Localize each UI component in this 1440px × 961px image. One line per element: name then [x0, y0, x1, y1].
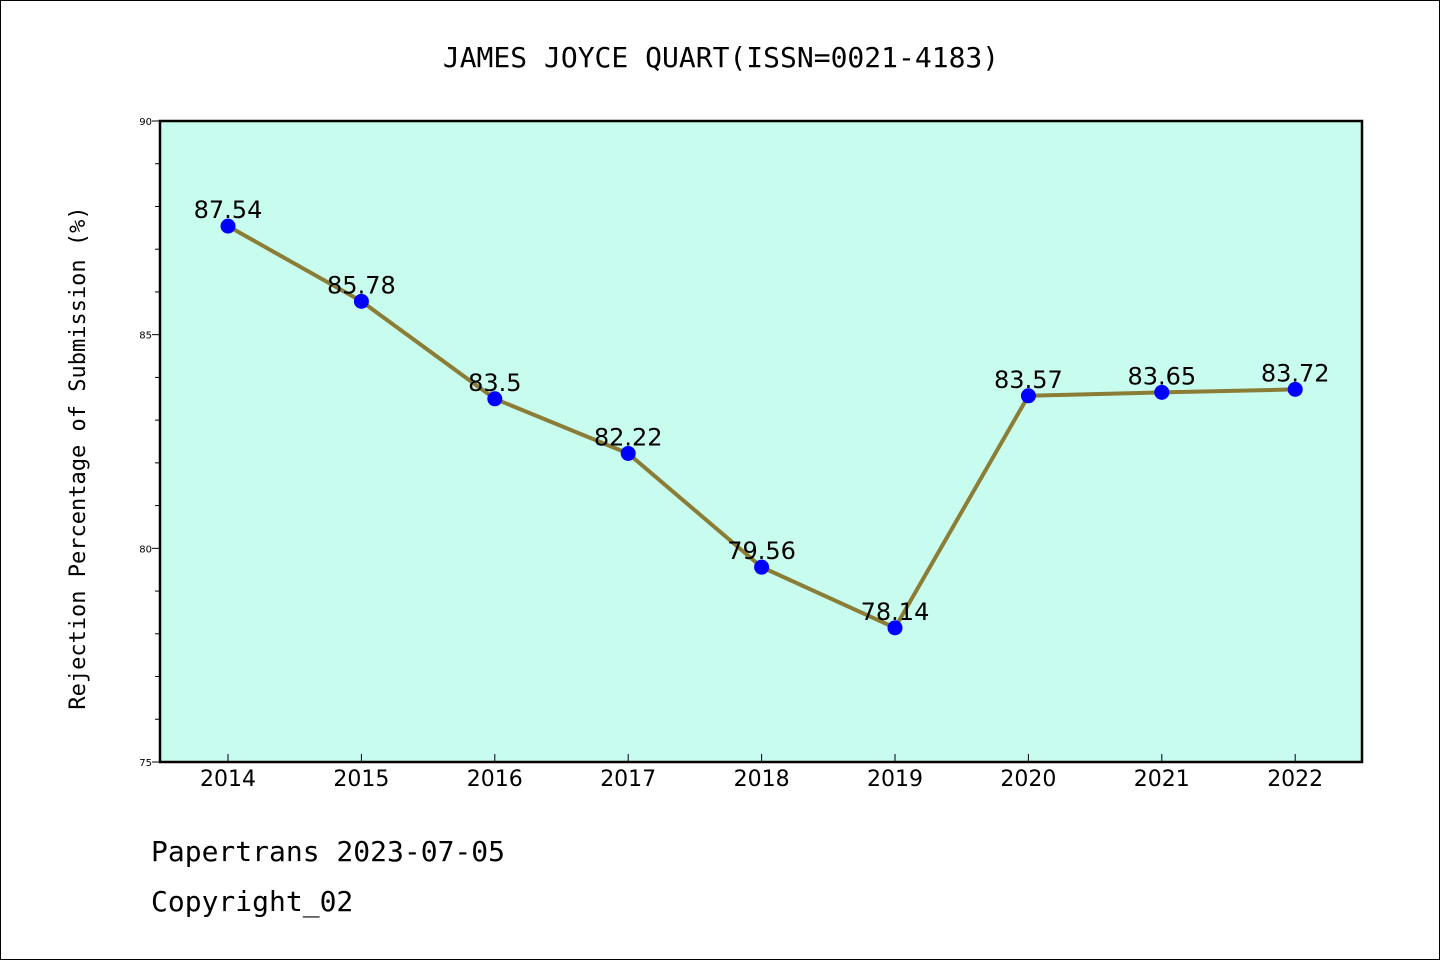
data-label: 82.22 — [594, 423, 663, 451]
x-tick-label: 2020 — [1000, 767, 1056, 792]
x-tick-label: 2018 — [734, 767, 790, 792]
y-tick-label: 80 — [139, 544, 152, 555]
data-label: 79.56 — [727, 537, 796, 565]
x-tick-label: 2015 — [333, 767, 389, 792]
y-axis: 75 80 85 90 — [139, 117, 160, 769]
x-tick-label: 2022 — [1267, 767, 1323, 792]
y-tick-label: 90 — [139, 117, 152, 128]
data-point — [220, 218, 236, 234]
data-label: 83.57 — [994, 366, 1063, 394]
y-tick-label: 75 — [139, 758, 152, 769]
data-point — [353, 293, 369, 309]
data-point — [620, 445, 636, 461]
x-tick-label: 2017 — [600, 767, 656, 792]
data-point — [1020, 388, 1036, 404]
data-label: 85.78 — [327, 271, 396, 299]
data-point — [754, 559, 770, 575]
y-tick-label: 85 — [139, 331, 152, 342]
data-point — [487, 391, 503, 407]
x-tick-label: 2021 — [1134, 767, 1190, 792]
data-label: 83.72 — [1261, 359, 1330, 387]
data-label: 83.65 — [1127, 362, 1196, 390]
footer-date-line: Papertrans 2023-07-05 — [151, 835, 506, 868]
data-point — [1154, 384, 1170, 400]
data-label: 87.54 — [194, 196, 263, 224]
data-label: 78.14 — [861, 598, 930, 626]
footer-copyright: Copyright_02 — [151, 885, 354, 918]
data-point — [887, 620, 903, 636]
x-tick-label: 2014 — [200, 767, 256, 792]
series-rejection — [220, 218, 1303, 636]
plot-area — [158, 119, 1364, 764]
data-labels: 87.54 85.78 83.5 82.22 79.56 78.14 83.57 83.65 8… — [194, 196, 1330, 626]
x-axis: 2014 2015 2016 2017 2018 2019 2020 2021 2022 — [200, 754, 1323, 792]
chart-title: JAMES JOYCE QUART(ISSN=0021-4183) — [443, 41, 999, 74]
x-tick-label: 2016 — [467, 767, 523, 792]
data-label: 83.5 — [468, 369, 521, 397]
y-axis-label: Rejection Percentage of Submission (%) — [66, 206, 91, 709]
data-point — [1287, 381, 1303, 397]
x-tick-label: 2019 — [867, 767, 923, 792]
